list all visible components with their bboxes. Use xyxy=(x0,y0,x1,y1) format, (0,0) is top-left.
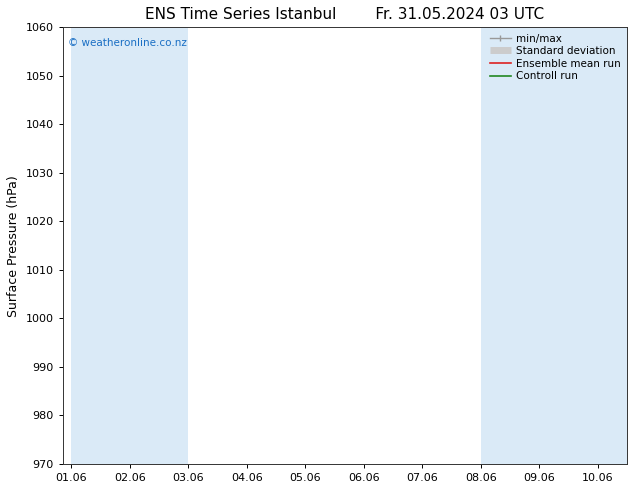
Bar xyxy=(540,27,598,464)
Bar xyxy=(481,27,540,464)
Title: ENS Time Series Istanbul        Fr. 31.05.2024 03 UTC: ENS Time Series Istanbul Fr. 31.05.2024 … xyxy=(145,7,545,22)
Text: © weatheronline.co.nz: © weatheronline.co.nz xyxy=(68,38,187,48)
Legend: min/max, Standard deviation, Ensemble mean run, Controll run: min/max, Standard deviation, Ensemble me… xyxy=(487,30,624,84)
Y-axis label: Surface Pressure (hPa): Surface Pressure (hPa) xyxy=(7,175,20,317)
Bar xyxy=(598,27,627,464)
Bar xyxy=(72,27,130,464)
Bar xyxy=(130,27,188,464)
